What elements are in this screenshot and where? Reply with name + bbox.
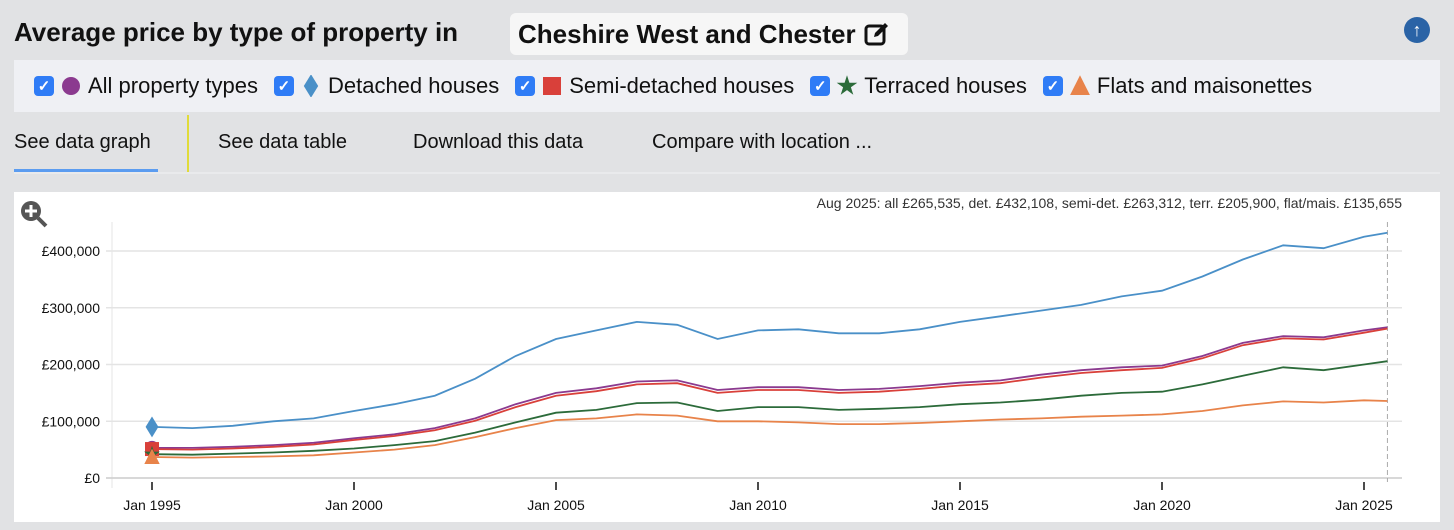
y-tick-label: £400,000 xyxy=(42,243,101,259)
x-tick-label: Jan 2000 xyxy=(325,497,383,513)
diamond-marker-icon xyxy=(303,75,319,97)
circle-marker-icon xyxy=(62,77,80,95)
tab-compare-location[interactable]: Compare with location ... xyxy=(652,131,873,153)
chart-summary: Aug 2025: all £265,535, det. £432,108, s… xyxy=(816,195,1402,211)
active-tab-indicator xyxy=(14,169,158,172)
series-line-semi-detached-houses xyxy=(151,327,1388,451)
y-tick-label: £200,000 xyxy=(42,357,101,373)
x-tick-label: Jan 2020 xyxy=(1133,497,1191,513)
legend-item[interactable]: ✓ All property types xyxy=(34,73,258,99)
series-line-detached-houses xyxy=(151,231,1388,430)
legend-item[interactable]: ✓ Flats and maisonettes xyxy=(1042,73,1313,99)
x-tick-label: Jan 2015 xyxy=(931,497,989,513)
tab-see-data-table[interactable]: See data table xyxy=(218,131,347,153)
legend: ✓ All property types ✓ Detached houses ✓ Semi… xyxy=(14,60,1440,112)
legend-item[interactable]: ✓ Detached houses xyxy=(273,73,500,99)
square-marker-icon xyxy=(543,77,562,95)
x-tick-label: Jan 1995 xyxy=(123,497,181,513)
arrow-up-circle-icon[interactable]: ↑ xyxy=(1404,17,1430,43)
line-chart: £0 £100,000 £200,000 £300,000 £400,000 Jan 19… xyxy=(42,222,1402,513)
edit-icon[interactable] xyxy=(864,21,890,47)
series-line-all-property-types xyxy=(152,326,1388,449)
legend-label: Flats and maisonettes xyxy=(1096,73,1313,98)
legend-label: Detached houses xyxy=(327,73,500,98)
tab-see-data-graph[interactable]: See data graph xyxy=(14,131,151,153)
zoom-in-icon[interactable] xyxy=(20,200,48,228)
y-tick-label: £0 xyxy=(84,470,100,486)
checkbox[interactable]: ✓ xyxy=(273,76,294,96)
legend-item[interactable]: ✓ Semi-detached houses xyxy=(515,73,794,99)
star-marker-icon xyxy=(836,75,858,95)
checkbox[interactable]: ✓ xyxy=(1042,76,1063,96)
series-line-terraced-houses xyxy=(151,360,1388,456)
checkbox[interactable]: ✓ xyxy=(34,76,54,96)
x-tick-label: Jan 2010 xyxy=(729,497,787,513)
diamond-start-marker xyxy=(145,416,159,438)
location-name: Cheshire West and Chester xyxy=(518,18,856,49)
tab-divider xyxy=(187,115,189,172)
tab-bar: See data graph See data table Download t… xyxy=(14,115,1440,174)
checkbox[interactable]: ✓ xyxy=(515,76,536,96)
chart-panel: Aug 2025: all £265,535, det. £432,108, s… xyxy=(14,192,1440,522)
triangle-start-marker xyxy=(144,448,160,465)
checkbox[interactable]: ✓ xyxy=(810,76,831,96)
legend-item[interactable]: ✓ Terraced houses xyxy=(810,73,1027,99)
y-tick-label: £300,000 xyxy=(42,300,101,316)
series-line-flats-and-maisonettes xyxy=(151,399,1388,459)
legend-label: All property types xyxy=(88,73,258,98)
x-tick-label: Jan 2005 xyxy=(527,497,585,513)
page-title: Average price by type of property in xyxy=(14,17,459,47)
triangle-marker-icon xyxy=(1069,75,1090,95)
legend-label: Semi-detached houses xyxy=(569,73,795,98)
tab-download-data[interactable]: Download this data xyxy=(413,131,584,153)
x-tick-label: Jan 2025 xyxy=(1335,497,1393,513)
y-tick-label: £100,000 xyxy=(42,413,101,429)
legend-label: Terraced houses xyxy=(864,73,1027,98)
location-selector[interactable]: Cheshire West and Chester xyxy=(510,13,908,55)
